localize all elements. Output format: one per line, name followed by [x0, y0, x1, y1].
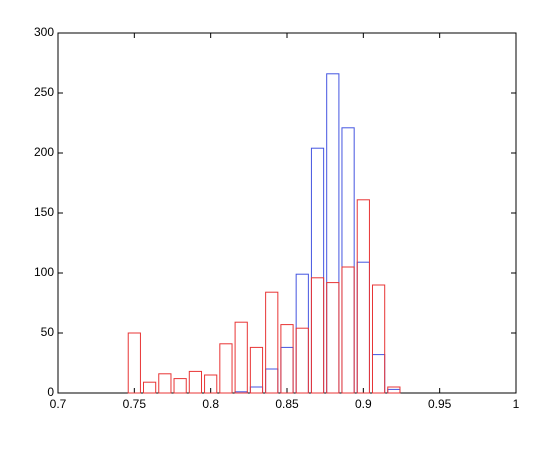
- bar: [173, 378, 187, 394]
- x-tick-label: 0.85: [275, 397, 299, 411]
- bar: [295, 327, 309, 394]
- bar: [387, 386, 401, 394]
- x-tick-label: 0.95: [428, 397, 452, 411]
- x-tick-label: 0.75: [123, 397, 147, 411]
- y-tick-label: 150: [34, 205, 54, 219]
- bar: [158, 373, 172, 394]
- bar: [326, 282, 340, 394]
- bar: [234, 321, 248, 394]
- bar: [127, 332, 141, 394]
- y-tick-label: 50: [41, 325, 55, 339]
- x-tick-label: 1: [513, 397, 520, 411]
- bar: [265, 291, 279, 394]
- bar: [280, 324, 294, 394]
- y-tick-label: 300: [34, 25, 54, 39]
- y-tick-label: 100: [34, 265, 54, 279]
- y-tick-label: 200: [34, 145, 54, 159]
- bar: [142, 381, 157, 394]
- bar: [249, 346, 264, 394]
- bar: [188, 370, 203, 394]
- bar: [310, 277, 325, 394]
- bar: [219, 343, 233, 394]
- y-tick-label: 0: [47, 385, 54, 399]
- bar: [356, 199, 370, 394]
- x-tick-label: 0.9: [355, 397, 372, 411]
- x-tick-label: 0.8: [202, 397, 219, 411]
- bar: [371, 284, 386, 394]
- x-tick-label: 0.7: [50, 397, 67, 411]
- bar: [204, 374, 218, 394]
- plot-frame: [57, 32, 517, 394]
- bar: [341, 266, 355, 394]
- y-tick-label: 250: [34, 85, 54, 99]
